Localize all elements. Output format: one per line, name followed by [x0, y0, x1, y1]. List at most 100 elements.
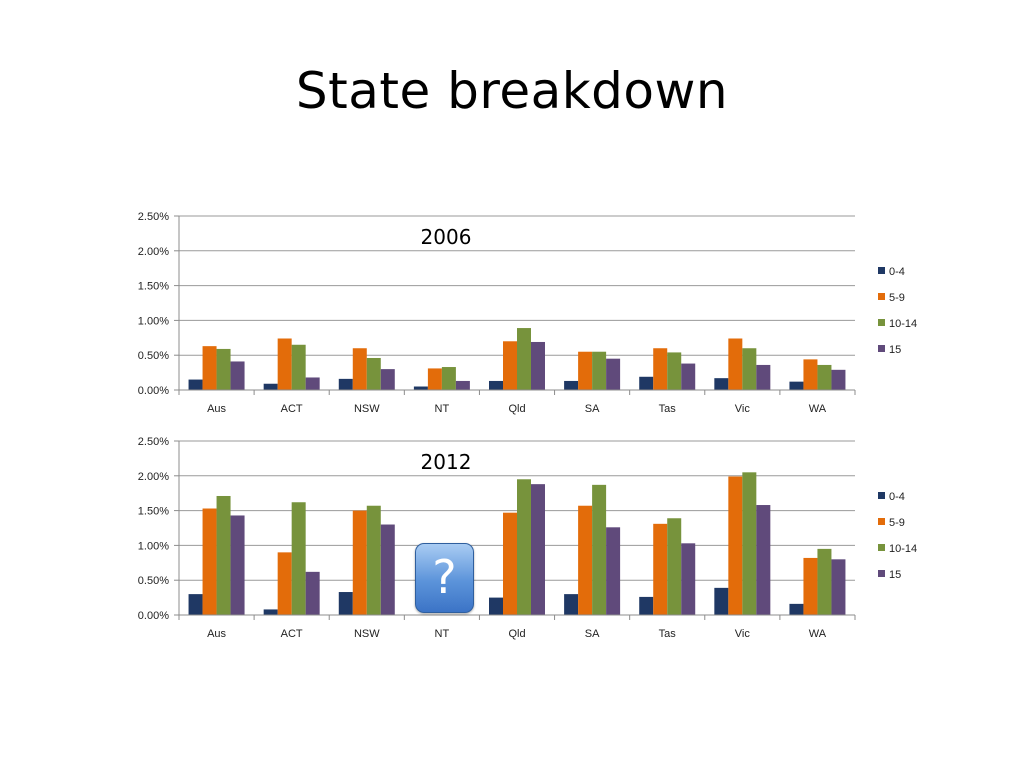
chart-2006-ytick-label: 0.50%	[138, 350, 169, 362]
chart-2012-bar-WA-15	[831, 559, 846, 615]
chart-2006-ytick-label: 2.00%	[138, 246, 169, 258]
chart-2006-bar-WA-0-4	[789, 381, 804, 390]
chart-2012-bar-NSW-0-4	[338, 592, 353, 615]
chart-2006-bar-WA-10-14	[817, 364, 832, 390]
chart-2012-bar-Vic-15	[756, 505, 771, 615]
chart-2006-bar-NSW-15	[380, 369, 395, 390]
chart-2006-bar-SA-5-9	[578, 351, 593, 390]
chart-2012-bar-ACT-15	[305, 571, 320, 615]
chart-2012-bar-WA-5-9	[803, 557, 818, 615]
chart-2012-bar-Qld-15	[531, 484, 545, 615]
chart-2006-xtick-label: NSW	[354, 403, 380, 415]
chart-2012-xtick-label: Aus	[207, 628, 226, 640]
chart-2012-bar-SA-5-9	[578, 505, 593, 615]
chart-2006-bar-NT-10-14	[441, 367, 456, 390]
chart-2012-ytick-label: 0.00%	[138, 610, 169, 622]
chart-2006-xtick-label: ACT	[281, 403, 303, 415]
chart-2012-ytick-label: 2.50%	[138, 436, 169, 448]
chart-2006-bar-Vic-10-14	[742, 348, 757, 390]
chart-2012-bar-Qld-10-14	[517, 479, 531, 615]
chart-2012-ytick-label: 0.50%	[138, 575, 169, 587]
chart-2006-bar-Vic-5-9	[728, 338, 743, 390]
chart-2006-bar-SA-0-4	[564, 380, 579, 390]
chart-2006-bar-Aus-0-4	[188, 379, 203, 390]
chart-2012-bar-NSW-10-14	[366, 505, 381, 615]
chart-2012-bar-Vic-5-9	[728, 476, 743, 615]
chart-2006-bar-Aus-10-14	[216, 348, 231, 390]
chart-2006-bar-NSW-0-4	[338, 378, 353, 390]
chart-2006-bar-Tas-10-14	[667, 352, 682, 390]
chart-2006-legend-label: 0-4	[889, 266, 905, 278]
chart-2006-bar-Tas-0-4	[639, 376, 654, 390]
chart-2012-bar-Aus-5-9	[202, 508, 217, 615]
chart-2006-bar-NT-15	[455, 380, 470, 390]
chart-2006-legend-label: 10-14	[889, 318, 917, 330]
chart-2012-bar-SA-10-14	[592, 484, 607, 615]
chart-2012-bar-Tas-0-4	[639, 596, 654, 615]
chart-2006-title: 2006	[421, 225, 472, 249]
chart-2012-ytick-label: 2.00%	[138, 471, 169, 483]
chart-2006-bar-NT-5-9	[427, 368, 442, 390]
chart-2006-bar-WA-5-9	[803, 359, 818, 390]
chart-2012-bar-Aus-15	[230, 515, 245, 615]
chart-2012-bar-SA-0-4	[564, 594, 579, 615]
chart-2012-xtick-label: NT	[435, 628, 450, 640]
chart-2012-ytick-label: 1.50%	[138, 506, 169, 518]
chart-2012-legend-label: 5-9	[889, 517, 905, 529]
chart-2012-bar-ACT-5-9	[277, 552, 292, 615]
chart-2006-bar-NT-0-4	[413, 386, 428, 390]
chart-2012-bar-ACT-0-4	[263, 609, 278, 615]
chart-2012-bar-ACT-10-14	[291, 502, 306, 615]
chart-2012-bar-WA-10-14	[817, 548, 832, 615]
chart-2006-xtick-label: Vic	[735, 403, 751, 415]
chart-2006-bar-NSW-5-9	[352, 348, 367, 390]
chart-2006-xtick-label: Qld	[508, 403, 525, 415]
chart-2012-xtick-label: NSW	[354, 628, 380, 640]
chart-2006-legend-swatch	[878, 267, 885, 274]
chart-2012-bar-Vic-10-14	[742, 472, 757, 615]
chart-2006-bar-NSW-10-14	[366, 357, 381, 390]
chart-2012-legend-label: 0-4	[889, 491, 905, 503]
chart-2006-bar-ACT-5-9	[277, 338, 292, 390]
chart-2012-bar-SA-15	[606, 527, 621, 615]
chart-2006-ytick-label: 2.50%	[138, 211, 169, 223]
chart-2012-bar-Tas-5-9	[653, 523, 668, 615]
chart-2012-bar-Vic-0-4	[714, 587, 729, 615]
chart-2012-bar-Aus-0-4	[188, 594, 203, 615]
chart-2006-xtick-label: NT	[435, 403, 450, 415]
chart-2006-xtick-label: Tas	[659, 403, 677, 415]
chart-2006-bar-ACT-0-4	[263, 383, 278, 390]
chart-2006-bar-Qld-10-14	[517, 328, 531, 390]
chart-2012-legend-swatch	[878, 544, 885, 551]
chart-2012-xtick-label: WA	[809, 628, 827, 640]
chart-2006-ytick-label: 1.00%	[138, 315, 169, 327]
chart-2012-legend-label: 15	[889, 569, 901, 581]
chart-2012-bar-Qld-0-4	[489, 597, 503, 615]
chart-2006-bar-ACT-10-14	[291, 344, 306, 390]
chart-2012-xtick-label: Qld	[508, 628, 525, 640]
chart-2006-bar-Vic-0-4	[714, 378, 729, 390]
chart-2012-bar-Tas-10-14	[667, 518, 682, 615]
chart-2006-legend-swatch	[878, 293, 885, 300]
chart-2012-bar-NSW-5-9	[352, 510, 367, 615]
chart-2006-bar-Qld-0-4	[489, 380, 503, 390]
chart-2006-bar-Aus-15	[230, 361, 245, 390]
chart-2006-xtick-label: SA	[585, 403, 600, 415]
chart-2006-xtick-label: Aus	[207, 403, 226, 415]
chart-2012-legend-label: 10-14	[889, 543, 917, 555]
chart-2012-bar-WA-0-4	[789, 603, 804, 615]
chart-2006-legend-label: 15	[889, 344, 901, 356]
chart-2006-ytick-label: 1.50%	[138, 281, 169, 293]
chart-2012-legend-swatch	[878, 570, 885, 577]
chart-2012-bar-NSW-15	[380, 524, 395, 615]
chart-2012-legend-swatch	[878, 492, 885, 499]
chart-2006-bar-Tas-5-9	[653, 348, 668, 390]
question-mark-icon[interactable]: ?	[415, 543, 474, 613]
chart-2006-bar-Tas-15	[681, 363, 696, 390]
chart-2006-bar-Qld-15	[531, 341, 545, 390]
chart-2006-bar-ACT-15	[305, 377, 320, 390]
chart-2012-xtick-label: Vic	[735, 628, 751, 640]
chart-2012-xtick-label: ACT	[281, 628, 303, 640]
slide-title: State breakdown	[295, 62, 729, 120]
chart-2012-bar-Aus-10-14	[216, 495, 231, 615]
